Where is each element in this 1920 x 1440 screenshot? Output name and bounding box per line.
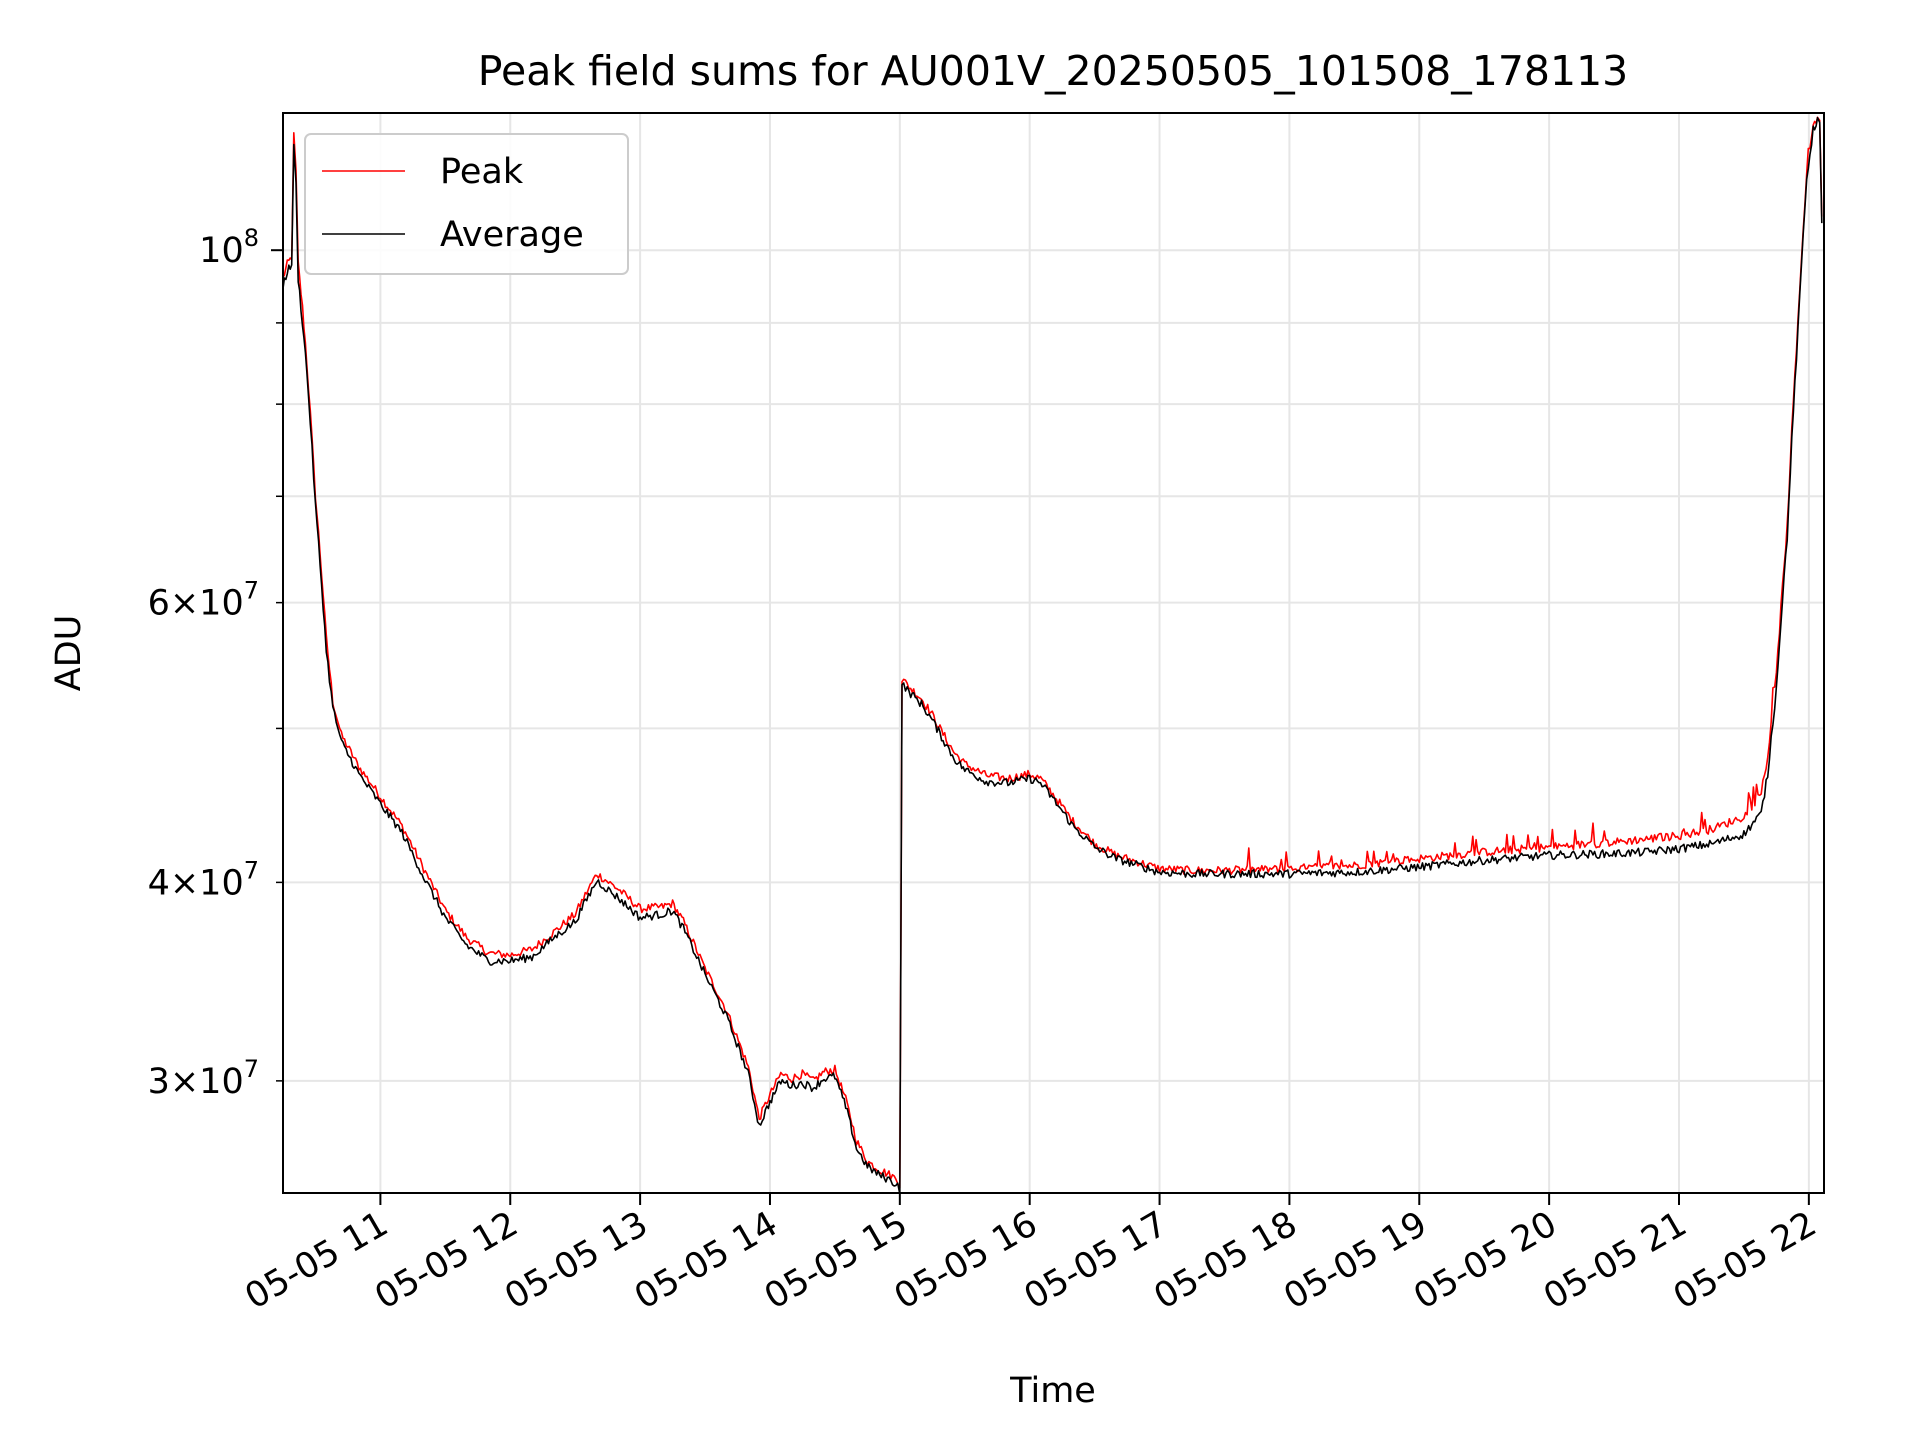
legend-label-peak: Peak [440,152,524,192]
grid [283,113,1824,1193]
y-axis-label: ADU [49,615,89,692]
chart-title: Peak field sums for AU001V_20250505_1015… [478,47,1629,95]
plot-area-frame [282,112,1825,1194]
y-tick-label: 3×107 [148,1055,259,1102]
y-axis-ticks: 108 3×107 4×107 6×107 [148,224,283,1102]
series-lines [283,116,1823,1193]
legend: Peak Average [304,133,629,275]
y-tick-label: 6×107 [148,577,259,624]
y-tick-label: 108 [199,224,259,271]
x-axis-label: Time [1009,1371,1096,1411]
series-line-average [283,116,1823,1193]
plot-area-clip [283,116,1823,1193]
legend-label-average: Average [440,215,584,255]
y-tick-label: 4×107 [148,856,259,903]
legend-box [304,133,629,275]
